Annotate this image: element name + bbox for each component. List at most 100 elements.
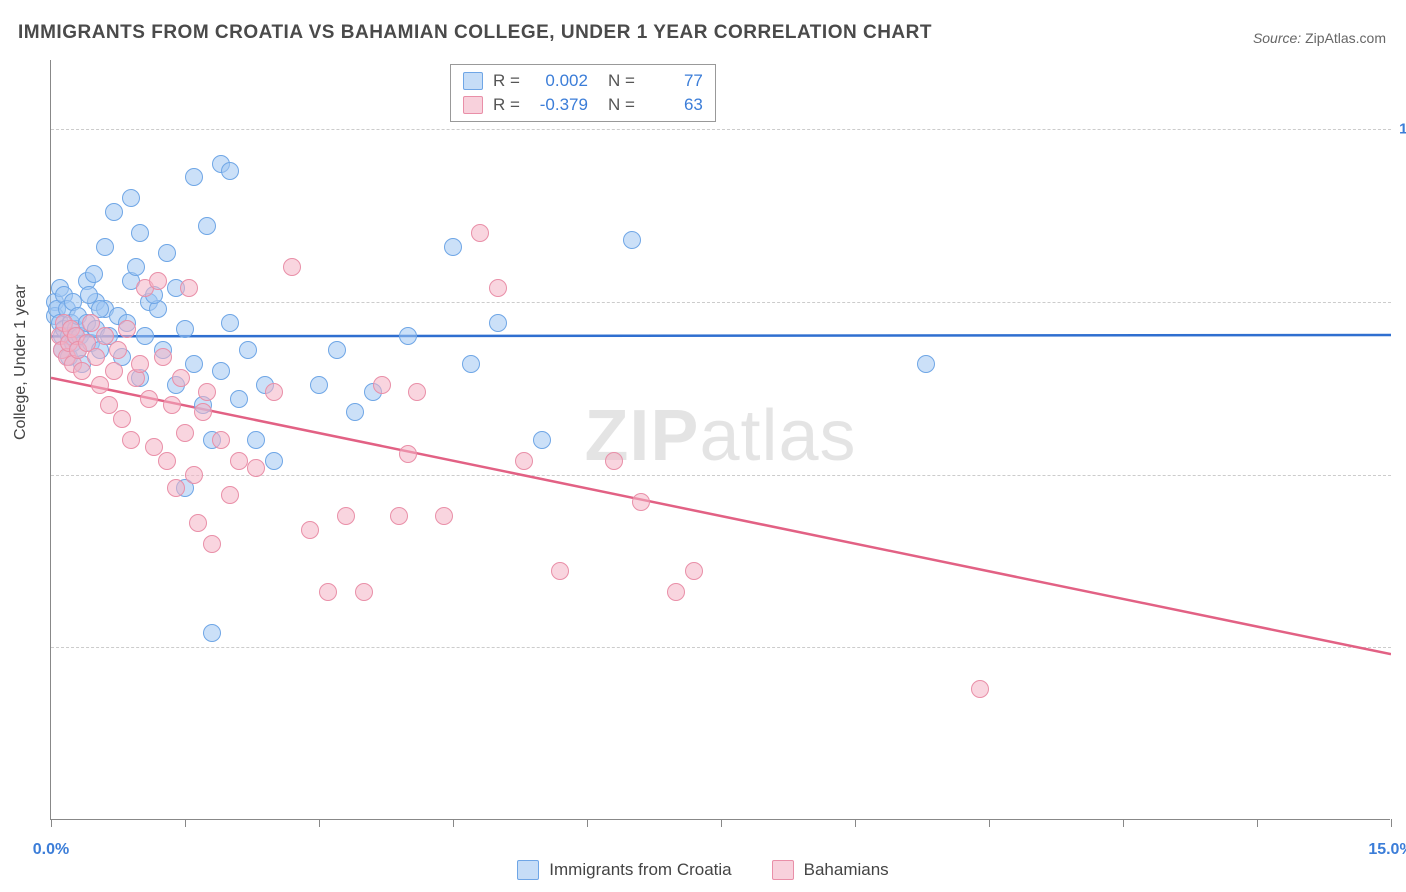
x-tick-mark bbox=[51, 819, 52, 827]
data-point-bahamians bbox=[180, 279, 198, 297]
data-point-bahamians bbox=[91, 376, 109, 394]
y-tick-label: 100.0% bbox=[1395, 121, 1406, 138]
stats-r-label: R = bbox=[493, 95, 520, 115]
data-point-croatia bbox=[489, 314, 507, 332]
source-name: ZipAtlas.com bbox=[1305, 30, 1386, 46]
plot-area: ZIPatlas 25.0%50.0%75.0%100.0%0.0%15.0% … bbox=[50, 60, 1390, 820]
stats-n-label: N = bbox=[608, 95, 635, 115]
data-point-bahamians bbox=[390, 507, 408, 525]
swatch-bahamians-icon bbox=[772, 860, 794, 880]
data-point-bahamians bbox=[105, 362, 123, 380]
data-point-croatia bbox=[131, 224, 149, 242]
data-point-croatia bbox=[203, 624, 221, 642]
data-point-bahamians bbox=[122, 431, 140, 449]
data-point-croatia bbox=[444, 238, 462, 256]
gridline bbox=[51, 129, 1391, 130]
legend-item-croatia: Immigrants from Croatia bbox=[517, 860, 731, 880]
data-point-bahamians bbox=[283, 258, 301, 276]
data-point-croatia bbox=[462, 355, 480, 373]
data-point-croatia bbox=[230, 390, 248, 408]
data-point-croatia bbox=[158, 244, 176, 262]
data-point-bahamians bbox=[551, 562, 569, 580]
x-tick-mark bbox=[721, 819, 722, 827]
data-point-croatia bbox=[265, 452, 283, 470]
data-point-bahamians bbox=[140, 390, 158, 408]
x-tick-mark bbox=[319, 819, 320, 827]
data-point-bahamians bbox=[489, 279, 507, 297]
data-point-croatia bbox=[623, 231, 641, 249]
x-tick-label: 15.0% bbox=[1368, 841, 1406, 859]
data-point-bahamians bbox=[149, 272, 167, 290]
data-point-bahamians bbox=[189, 514, 207, 532]
data-point-bahamians bbox=[113, 410, 131, 428]
data-point-croatia bbox=[185, 168, 203, 186]
data-point-bahamians bbox=[301, 521, 319, 539]
source-label: Source: bbox=[1253, 30, 1301, 46]
gridline bbox=[51, 647, 1391, 648]
chart-title: IMMIGRANTS FROM CROATIA VS BAHAMIAN COLL… bbox=[18, 22, 932, 44]
stats-n-value-bahamians: 63 bbox=[645, 95, 703, 115]
data-point-bahamians bbox=[198, 383, 216, 401]
data-point-bahamians bbox=[221, 486, 239, 504]
data-point-bahamians bbox=[632, 493, 650, 511]
correlation-chart-page: IMMIGRANTS FROM CROATIA VS BAHAMIAN COLL… bbox=[0, 0, 1406, 892]
data-point-croatia bbox=[136, 327, 154, 345]
swatch-croatia-icon bbox=[463, 72, 483, 90]
swatch-bahamians-icon bbox=[463, 96, 483, 114]
y-axis-label: College, Under 1 year bbox=[12, 284, 30, 440]
y-tick-label: 50.0% bbox=[1395, 466, 1406, 483]
data-point-croatia bbox=[239, 341, 257, 359]
data-point-croatia bbox=[221, 314, 239, 332]
data-point-bahamians bbox=[265, 383, 283, 401]
data-point-bahamians bbox=[176, 424, 194, 442]
data-point-bahamians bbox=[515, 452, 533, 470]
data-point-bahamians bbox=[194, 403, 212, 421]
data-point-croatia bbox=[247, 431, 265, 449]
data-point-bahamians bbox=[73, 362, 91, 380]
data-point-bahamians bbox=[87, 348, 105, 366]
data-point-croatia bbox=[105, 203, 123, 221]
stats-r-value-croatia: 0.002 bbox=[530, 71, 588, 91]
swatch-croatia-icon bbox=[517, 860, 539, 880]
data-point-croatia bbox=[212, 362, 230, 380]
data-point-bahamians bbox=[247, 459, 265, 477]
trendline-croatia bbox=[51, 335, 1391, 336]
stats-n-label: N = bbox=[608, 71, 635, 91]
data-point-bahamians bbox=[154, 348, 172, 366]
x-tick-mark bbox=[185, 819, 186, 827]
data-point-bahamians bbox=[319, 583, 337, 601]
data-point-croatia bbox=[917, 355, 935, 373]
stats-n-value-croatia: 77 bbox=[645, 71, 703, 91]
data-point-bahamians bbox=[163, 396, 181, 414]
data-point-bahamians bbox=[167, 479, 185, 497]
legend-label-croatia: Immigrants from Croatia bbox=[549, 860, 731, 880]
data-point-croatia bbox=[185, 355, 203, 373]
data-point-bahamians bbox=[212, 431, 230, 449]
x-tick-mark bbox=[453, 819, 454, 827]
data-point-bahamians bbox=[605, 452, 623, 470]
plot-canvas: ZIPatlas 25.0%50.0%75.0%100.0%0.0%15.0% bbox=[50, 60, 1390, 820]
x-tick-mark bbox=[855, 819, 856, 827]
stats-row-croatia: R = 0.002 N = 77 bbox=[451, 69, 715, 93]
data-point-bahamians bbox=[971, 680, 989, 698]
data-point-croatia bbox=[96, 238, 114, 256]
stats-legend-box: R = 0.002 N = 77 R = -0.379 N = 63 bbox=[450, 64, 716, 122]
x-tick-mark bbox=[587, 819, 588, 827]
data-point-croatia bbox=[310, 376, 328, 394]
watermark: ZIPatlas bbox=[584, 394, 856, 476]
data-point-bahamians bbox=[408, 383, 426, 401]
legend-item-bahamians: Bahamians bbox=[772, 860, 889, 880]
data-point-croatia bbox=[122, 189, 140, 207]
gridline bbox=[51, 302, 1391, 303]
x-tick-mark bbox=[1257, 819, 1258, 827]
data-point-bahamians bbox=[399, 445, 417, 463]
data-point-bahamians bbox=[185, 466, 203, 484]
data-point-bahamians bbox=[203, 535, 221, 553]
data-point-croatia bbox=[399, 327, 417, 345]
data-point-bahamians bbox=[131, 355, 149, 373]
y-tick-label: 75.0% bbox=[1395, 293, 1406, 310]
stats-row-bahamians: R = -0.379 N = 63 bbox=[451, 93, 715, 117]
data-point-bahamians bbox=[355, 583, 373, 601]
data-point-bahamians bbox=[373, 376, 391, 394]
data-point-bahamians bbox=[435, 507, 453, 525]
